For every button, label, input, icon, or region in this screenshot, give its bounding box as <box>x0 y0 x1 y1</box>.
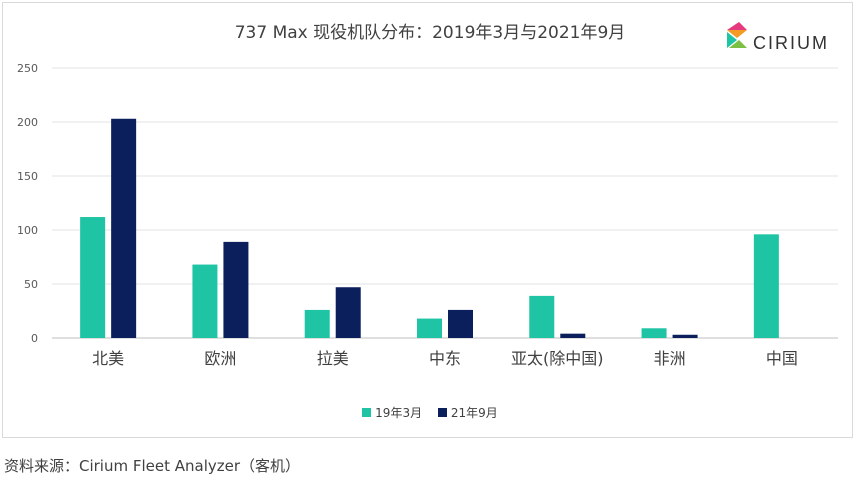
bar-series1 <box>417 318 442 338</box>
bar-series1 <box>529 295 555 338</box>
x-category-label: 欧洲 <box>204 349 236 368</box>
y-tick-label: 100 <box>17 224 38 237</box>
bar-series2 <box>672 334 698 338</box>
legend-swatch <box>437 408 447 417</box>
x-category-label: 拉美 <box>317 349 349 368</box>
bar-series2 <box>223 241 249 338</box>
y-tick-label: 250 <box>17 62 38 75</box>
legend: 19年3月 21年9月 <box>0 404 860 421</box>
y-tick-label: 150 <box>17 170 38 183</box>
bar-series2 <box>448 309 473 338</box>
bar-series2 <box>111 118 137 338</box>
legend-item-19: 19年3月 <box>362 404 422 421</box>
logo-text: CIRIUM <box>753 33 829 53</box>
bar-chart: 0 50 100 150 200 250 北美 欧洲 拉美 中东 亚太(除中国) 非洲 中国 <box>17 62 838 368</box>
bar-series1 <box>641 328 667 338</box>
x-category-label: 亚太(除中国) <box>511 349 604 368</box>
chart-title: 737 Max 现役机队分布：2019年3月与2021年9月 <box>234 23 626 43</box>
bar-series2 <box>335 287 361 338</box>
y-tick-label: 200 <box>17 116 38 129</box>
x-category-label: 中国 <box>766 349 798 368</box>
bar-series2 <box>560 333 586 338</box>
bar-series1 <box>192 264 218 338</box>
y-tick-label: 0 <box>31 332 38 345</box>
x-category-label: 北美 <box>92 349 124 368</box>
x-category-label: 中东 <box>429 349 461 368</box>
legend-item-21: 21年9月 <box>437 404 498 421</box>
chart-frame <box>2 2 853 438</box>
cirium-logo-icon <box>727 22 747 48</box>
y-tick-label: 50 <box>24 278 38 291</box>
legend-label: 19年3月 <box>375 406 423 420</box>
bar-series1 <box>304 309 330 338</box>
legend-swatch <box>362 408 372 417</box>
x-category-label: 非洲 <box>654 349 686 368</box>
legend-label: 21年9月 <box>450 406 498 420</box>
source-note: 资料来源：Cirium Fleet Analyzer（客机） <box>4 457 301 475</box>
bar-series1 <box>753 234 779 338</box>
bar-series1 <box>80 217 106 338</box>
